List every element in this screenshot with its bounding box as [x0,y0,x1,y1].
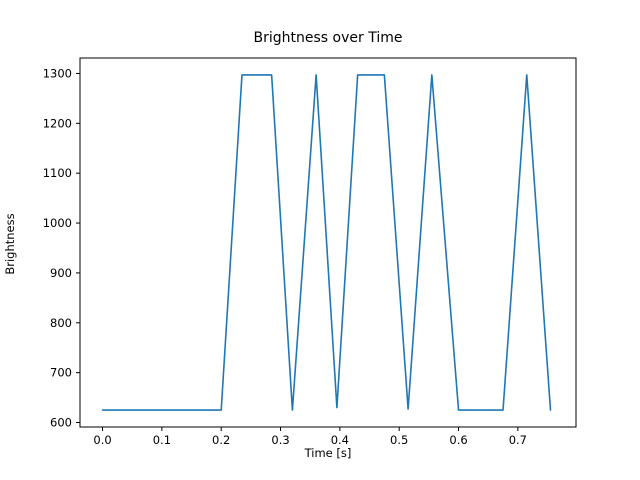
axes-spines [79,57,577,428]
x-tick-label: 0.6 [449,433,467,447]
y-axis-label: Brightness [3,213,17,275]
y-tick-label: 1000 [43,216,72,230]
y-tick-label: 600 [50,416,72,430]
y-tick-label: 1100 [43,166,72,180]
x-tick-label: 0.7 [509,433,527,447]
x-tick-label: 0.4 [331,433,349,447]
x-tick-label: 0.0 [93,433,111,447]
x-tick-label: 0.5 [390,433,408,447]
x-tick-label: 0.2 [212,433,230,447]
x-axis-label: Time [s] [304,446,352,460]
y-tick-label: 1300 [43,66,72,80]
x-tick-label: 0.1 [153,433,171,447]
y-tick-label: 1200 [43,116,72,130]
y-tick-label: 800 [50,316,72,330]
y-tick-label: 700 [50,366,72,380]
x-tick-label: 0.3 [271,433,289,447]
y-tick-label: 900 [50,266,72,280]
chart-title: Brightness over Time [253,30,403,46]
brightness-line [101,74,552,411]
